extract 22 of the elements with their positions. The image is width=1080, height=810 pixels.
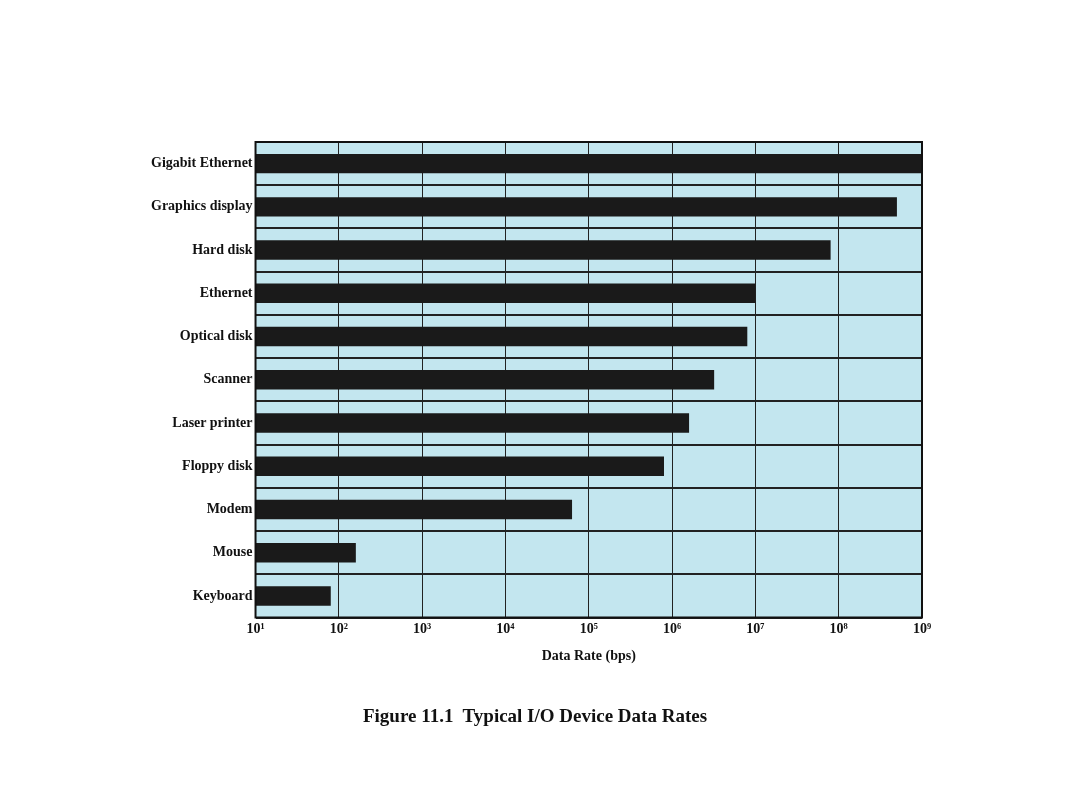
y-tick-label: Gigabit Ethernet — [151, 155, 253, 171]
x-tick-label: 10⁸ — [829, 620, 848, 636]
y-tick-label: Laser printer — [172, 414, 253, 430]
y-tick-label: Ethernet — [199, 284, 253, 300]
y-tick-label: Hard disk — [192, 241, 253, 257]
x-axis-title: Data Rate (bps) — [541, 648, 637, 665]
y-tick-label: Keyboard — [192, 587, 253, 603]
x-tick-label: 10⁵ — [579, 620, 598, 636]
x-tick-label: 10⁴ — [496, 620, 516, 636]
y-tick-label: Optical disk — [179, 328, 253, 344]
x-tick-label: 10¹ — [246, 620, 265, 636]
x-tick-label: 10³ — [413, 620, 432, 636]
x-tick-label: 10⁶ — [662, 620, 682, 636]
text: Figure 11.1 Typical I/O Device Data Rates — [362, 704, 708, 726]
y-tick-label: Scanner — [203, 371, 253, 387]
y-tick-label: Floppy disk — [182, 457, 253, 473]
y-tick-label: Modem — [206, 501, 253, 517]
y-tick-label: Mouse — [212, 544, 253, 560]
x-tick-label: 10⁹ — [912, 620, 932, 636]
x-tick-label: 10⁷ — [746, 620, 765, 636]
x-tick-label: 10² — [329, 620, 348, 636]
y-tick-label: Graphics display — [151, 198, 253, 214]
